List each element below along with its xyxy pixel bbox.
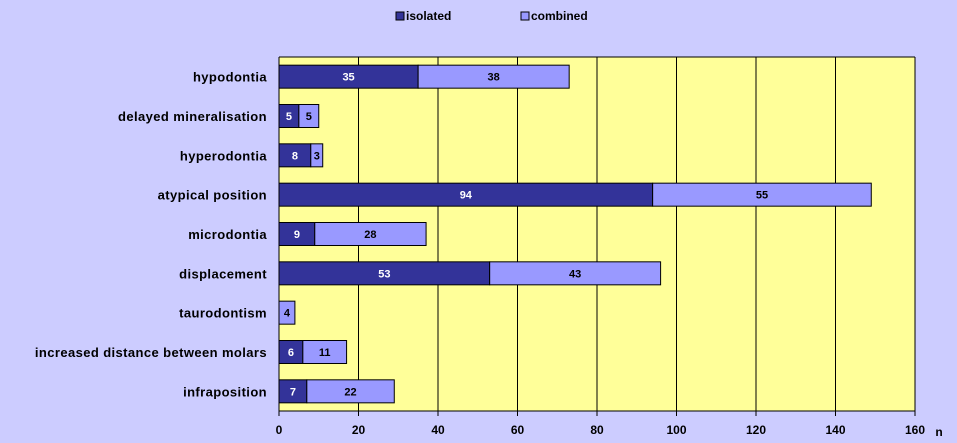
data-label: 4: [284, 308, 291, 320]
bar-combined: [298, 104, 320, 128]
data-label: 6: [288, 347, 294, 359]
x-tick-label: 0: [276, 423, 283, 437]
bar-combined: [314, 222, 427, 246]
category-label: delayed mineralisation: [118, 109, 267, 124]
data-label: 94: [460, 190, 473, 202]
legend-swatch-isolated: [395, 11, 405, 21]
data-label: 28: [364, 229, 376, 241]
legend-label-combined: combined: [531, 9, 588, 23]
legend: isolated combined: [395, 9, 588, 23]
x-tick-label: 40: [431, 423, 445, 437]
legend-swatch-combined: [520, 11, 530, 21]
legend-label-isolated: isolated: [406, 9, 451, 23]
x-tick-label: 120: [746, 423, 766, 437]
category-label: atypical position: [158, 188, 267, 203]
x-tick-label: 80: [590, 423, 604, 437]
category-label: displacement: [179, 266, 267, 281]
data-label: 53: [378, 268, 390, 280]
data-label: 55: [756, 190, 768, 202]
data-label: 43: [569, 268, 581, 280]
category-label: infraposition: [183, 384, 267, 399]
data-label: 5: [286, 111, 292, 123]
data-label: 38: [488, 72, 500, 84]
category-label: hypodontia: [193, 70, 267, 85]
bar-combined: [417, 64, 570, 89]
data-label: 22: [344, 386, 356, 398]
x-axis-ticks: 0 20 40 60 80 100 120 140 160: [276, 411, 925, 437]
x-tick-label: 160: [905, 423, 925, 437]
x-axis-label: n: [935, 425, 942, 439]
category-label: taurodontism: [179, 306, 267, 321]
category-label: microdontia: [188, 227, 267, 242]
data-label: 7: [290, 386, 296, 398]
x-tick-label: 60: [511, 423, 525, 437]
category-labels: hypodontia delayed mineralisation hyperodo…: [35, 70, 267, 400]
bar-combined: [278, 300, 296, 325]
data-label: 11: [319, 347, 331, 359]
bar-combined: [310, 143, 324, 168]
category-label: increased distance between molars: [35, 345, 267, 360]
data-label: 5: [306, 111, 312, 123]
data-label: 9: [294, 229, 300, 241]
category-label: hyperodontia: [180, 148, 268, 163]
bar-combined: [306, 379, 395, 404]
x-tick-label: 100: [666, 423, 686, 437]
data-label: 8: [292, 150, 298, 162]
bar-combined: [302, 340, 348, 364]
x-tick-label: 140: [825, 423, 845, 437]
data-label: 3: [314, 150, 320, 162]
bar-combined: [652, 182, 872, 207]
x-tick-label: 20: [352, 423, 366, 437]
bar-combined: [489, 261, 662, 286]
data-label: 35: [342, 72, 354, 84]
